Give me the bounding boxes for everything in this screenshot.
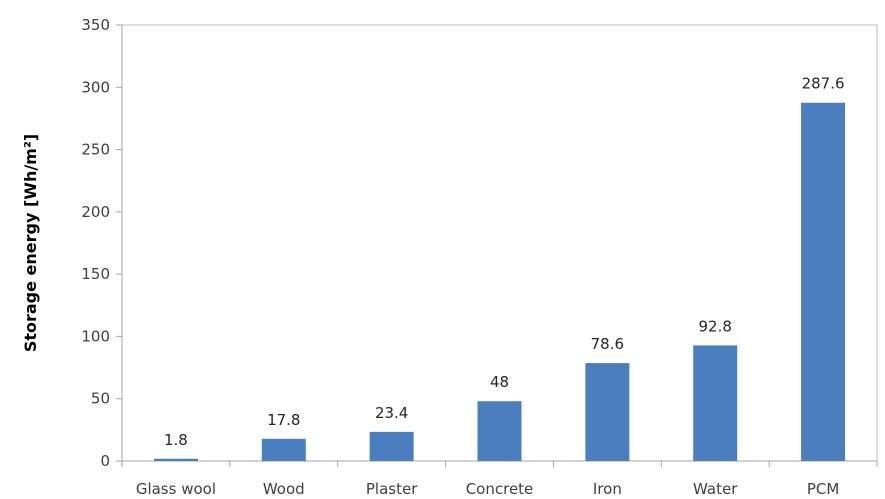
y-tick-label: 100 bbox=[81, 327, 110, 345]
data-label: 48 bbox=[490, 373, 509, 391]
bar-concrete bbox=[477, 401, 522, 461]
x-tick-label: PCM bbox=[807, 480, 839, 498]
x-axis: Glass wool Wood Plaster Concrete Iron Water PC… bbox=[121, 460, 878, 498]
y-axis: 0 50 100 150 200 250 300 350 bbox=[81, 16, 123, 470]
y-axis-label: Storage energy [Wh/m²] bbox=[21, 134, 40, 352]
data-label: 92.8 bbox=[699, 317, 732, 335]
x-tick-label: Glass wool bbox=[136, 480, 216, 498]
bar-series bbox=[153, 102, 846, 461]
bar-pcm bbox=[801, 102, 846, 461]
x-tick-label: Iron bbox=[593, 480, 622, 498]
bar-plaster bbox=[369, 431, 414, 461]
bar-water bbox=[693, 345, 738, 461]
x-tick-label: Wood bbox=[263, 480, 305, 498]
data-labels: 1.8 17.8 23.4 48 78.6 92.8 287.6 bbox=[164, 75, 845, 449]
y-tick-label: 0 bbox=[100, 452, 110, 470]
y-tick-label: 300 bbox=[81, 78, 110, 96]
x-tick-label: Plaster bbox=[366, 480, 418, 498]
data-label: 287.6 bbox=[802, 75, 845, 93]
y-tick-label: 50 bbox=[91, 390, 110, 408]
data-label: 78.6 bbox=[591, 335, 624, 353]
y-tick-label: 350 bbox=[81, 16, 110, 34]
bar-glass-wool bbox=[153, 458, 198, 461]
y-tick-label: 150 bbox=[81, 265, 110, 283]
bar-iron bbox=[585, 363, 630, 461]
plot-area bbox=[121, 24, 878, 462]
x-tick-label: Concrete bbox=[466, 480, 534, 498]
bar-wood bbox=[261, 438, 306, 461]
data-label: 17.8 bbox=[267, 411, 300, 429]
y-tick-label: 250 bbox=[81, 141, 110, 159]
data-label: 23.4 bbox=[375, 404, 408, 422]
y-tick-label: 200 bbox=[81, 203, 110, 221]
x-tick-label: Water bbox=[693, 480, 738, 498]
data-label: 1.8 bbox=[164, 431, 188, 449]
